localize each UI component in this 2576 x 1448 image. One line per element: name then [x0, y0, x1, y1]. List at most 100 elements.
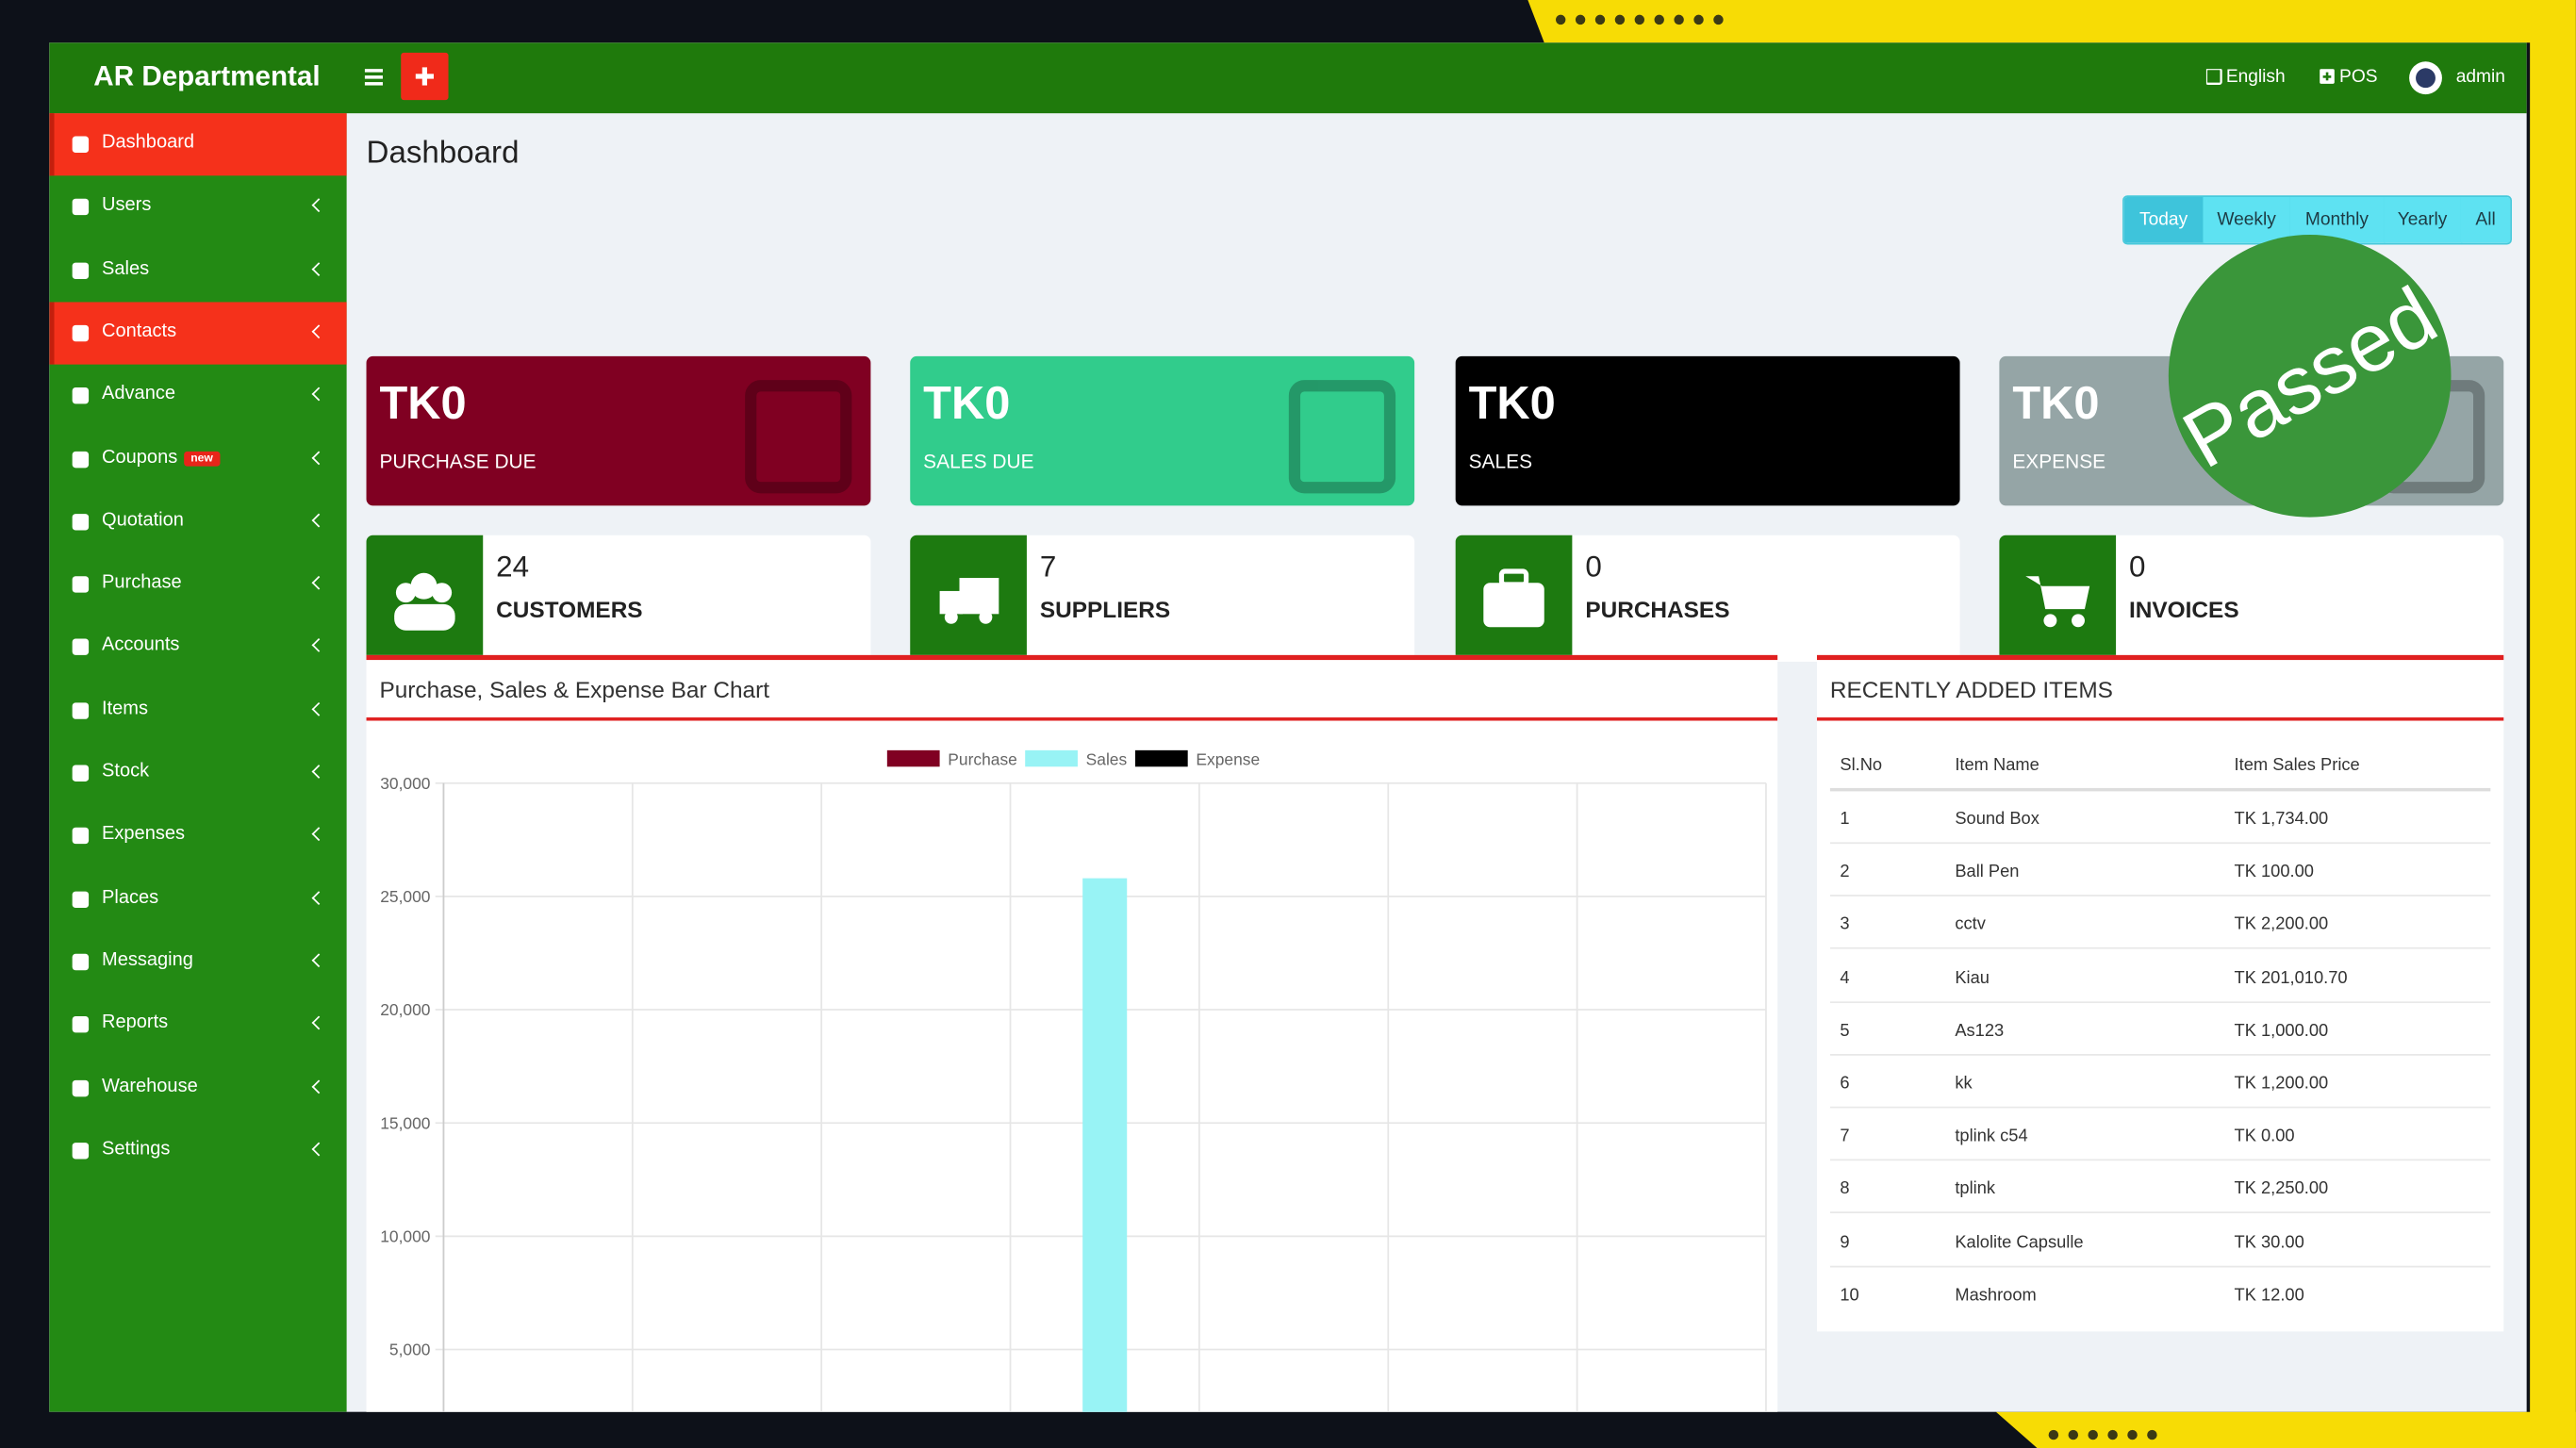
count-value: 7	[1039, 550, 1057, 584]
sidebar-label: Accounts	[102, 635, 180, 656]
icon-shape	[1834, 380, 1941, 494]
row-line	[1829, 1264, 2491, 1267]
count-value: 0	[2129, 550, 2146, 584]
table-cell: 1	[1840, 809, 1850, 830]
chevron	[311, 890, 326, 905]
sidebar-item[interactable]: Dashboard	[49, 113, 347, 176]
chevron	[311, 198, 326, 213]
table-cell: Kiau	[1955, 967, 1990, 988]
stat-label: SALES DUE	[923, 450, 1034, 473]
table-cell: 4	[1840, 967, 1850, 988]
table-cell: Ball Pen	[1955, 862, 2020, 882]
header-line	[1829, 787, 2491, 792]
pos-icon	[2320, 69, 2335, 84]
sidebar-label: Dashboard	[102, 133, 195, 153]
brand[interactable]: AR Departmental	[93, 60, 321, 92]
content: Dashboard Today Weekly Monthly Yearly All TK…	[347, 113, 2527, 1412]
sidebar-icon	[72, 890, 90, 908]
table-cell: TK 12.00	[2234, 1285, 2304, 1306]
sidebar-label: Places	[102, 887, 159, 908]
sidebar-label: Users	[102, 195, 152, 216]
sidebar-item[interactable]: Sales	[49, 239, 346, 302]
sidebar-item[interactable]: Stock	[49, 742, 346, 804]
icon-shape	[1498, 568, 1529, 587]
count-card: 0 INVOICES	[1999, 535, 2504, 662]
row-line	[1829, 1211, 2491, 1214]
bar	[1082, 878, 1128, 1412]
period-button[interactable]: Weekly	[2203, 196, 2292, 243]
icon-shape	[2025, 576, 2090, 610]
table-cell: tplink c54	[1955, 1126, 2028, 1146]
row-line	[1829, 1106, 2491, 1109]
chevron	[311, 513, 326, 528]
sidebar-item[interactable]: Messaging	[49, 930, 346, 993]
sidebar-item[interactable]: Accounts	[49, 617, 346, 679]
y-tick-label: 15,000	[380, 1113, 430, 1132]
chevron	[311, 576, 326, 590]
y-tick-label: 25,000	[380, 887, 430, 906]
count-icon-box	[1455, 535, 1573, 662]
chevron	[311, 953, 326, 967]
separator	[366, 717, 1778, 720]
pos-link[interactable]: POS	[2339, 67, 2378, 88]
count-card: 24 CUSTOMERS	[366, 535, 871, 662]
period-button[interactable]: Today	[2123, 196, 2205, 243]
sidebar-icon	[72, 324, 90, 342]
sidebar-item[interactable]: Coupons new	[49, 428, 346, 490]
menu-toggle[interactable]	[364, 67, 385, 87]
stat-value: TK0	[1468, 377, 1556, 429]
chevron	[311, 765, 326, 779]
legend-label: Expense	[1196, 750, 1260, 769]
table-cell: TK 100.00	[2234, 862, 2314, 882]
period-button[interactable]: Yearly	[2384, 196, 2463, 243]
stat-label: SALES	[1468, 450, 1533, 473]
sidebar-icon	[72, 828, 90, 845]
stat-icon	[1288, 380, 1396, 494]
chevron	[311, 324, 326, 338]
user-menu[interactable]: admin	[2455, 67, 2505, 88]
table-cell: 7	[1840, 1126, 1850, 1146]
stat-label: PURCHASE DUE	[379, 450, 537, 473]
icon-shape	[1288, 380, 1396, 494]
avatar[interactable]	[2408, 60, 2443, 95]
count-card: 7 SUPPLIERS	[910, 535, 1415, 662]
row-line	[1829, 842, 2491, 845]
sidebar-label: Warehouse	[102, 1076, 198, 1096]
column-header: Item Name	[1955, 755, 2039, 775]
legend-label: Purchase	[948, 750, 1017, 769]
column-header: Sl.No	[1840, 755, 1883, 775]
top-bar: AR Departmental English POS admin	[49, 42, 2527, 114]
chevron	[311, 827, 326, 842]
table-cell: 3	[1840, 914, 1850, 935]
sidebar-item[interactable]: Purchase	[49, 553, 346, 616]
stat-card: TK0 SALES	[1455, 355, 1960, 506]
sidebar-item[interactable]: Places	[49, 868, 346, 930]
stat-icon	[1834, 380, 1941, 494]
count-icon-box	[1999, 535, 2117, 662]
icon-shape	[394, 603, 455, 631]
period-button[interactable]: All	[2460, 196, 2511, 243]
sidebar-label: Messaging	[102, 950, 193, 971]
legend-swatch	[1134, 749, 1188, 767]
sidebar-icon	[72, 261, 90, 279]
recent-title: RECENTLY ADDED ITEMS	[1829, 676, 2113, 703]
sidebar-item[interactable]: Items	[49, 679, 346, 741]
sidebar-item[interactable]: Advance	[49, 365, 346, 427]
sidebar-item[interactable]: Users	[49, 176, 346, 239]
sidebar-item[interactable]: Warehouse	[49, 1057, 346, 1119]
sidebar-item[interactable]: Quotation	[49, 490, 346, 552]
sidebar-item[interactable]: Contacts	[49, 302, 347, 365]
language-link[interactable]: English	[2225, 67, 2286, 88]
sidebar-item[interactable]: Reports	[49, 994, 346, 1056]
count-card: 0 PURCHASES	[1455, 535, 1960, 662]
chevron	[311, 1015, 326, 1030]
row-line	[1829, 895, 2491, 897]
count-label: INVOICES	[2129, 596, 2239, 623]
add-button[interactable]	[401, 52, 449, 101]
table-cell: 8	[1840, 1179, 1850, 1199]
stamp: Passed	[2168, 235, 2452, 518]
icon-shape	[395, 583, 416, 603]
sidebar-item[interactable]: Expenses	[49, 805, 346, 867]
sidebar-item[interactable]: Settings	[49, 1119, 346, 1181]
